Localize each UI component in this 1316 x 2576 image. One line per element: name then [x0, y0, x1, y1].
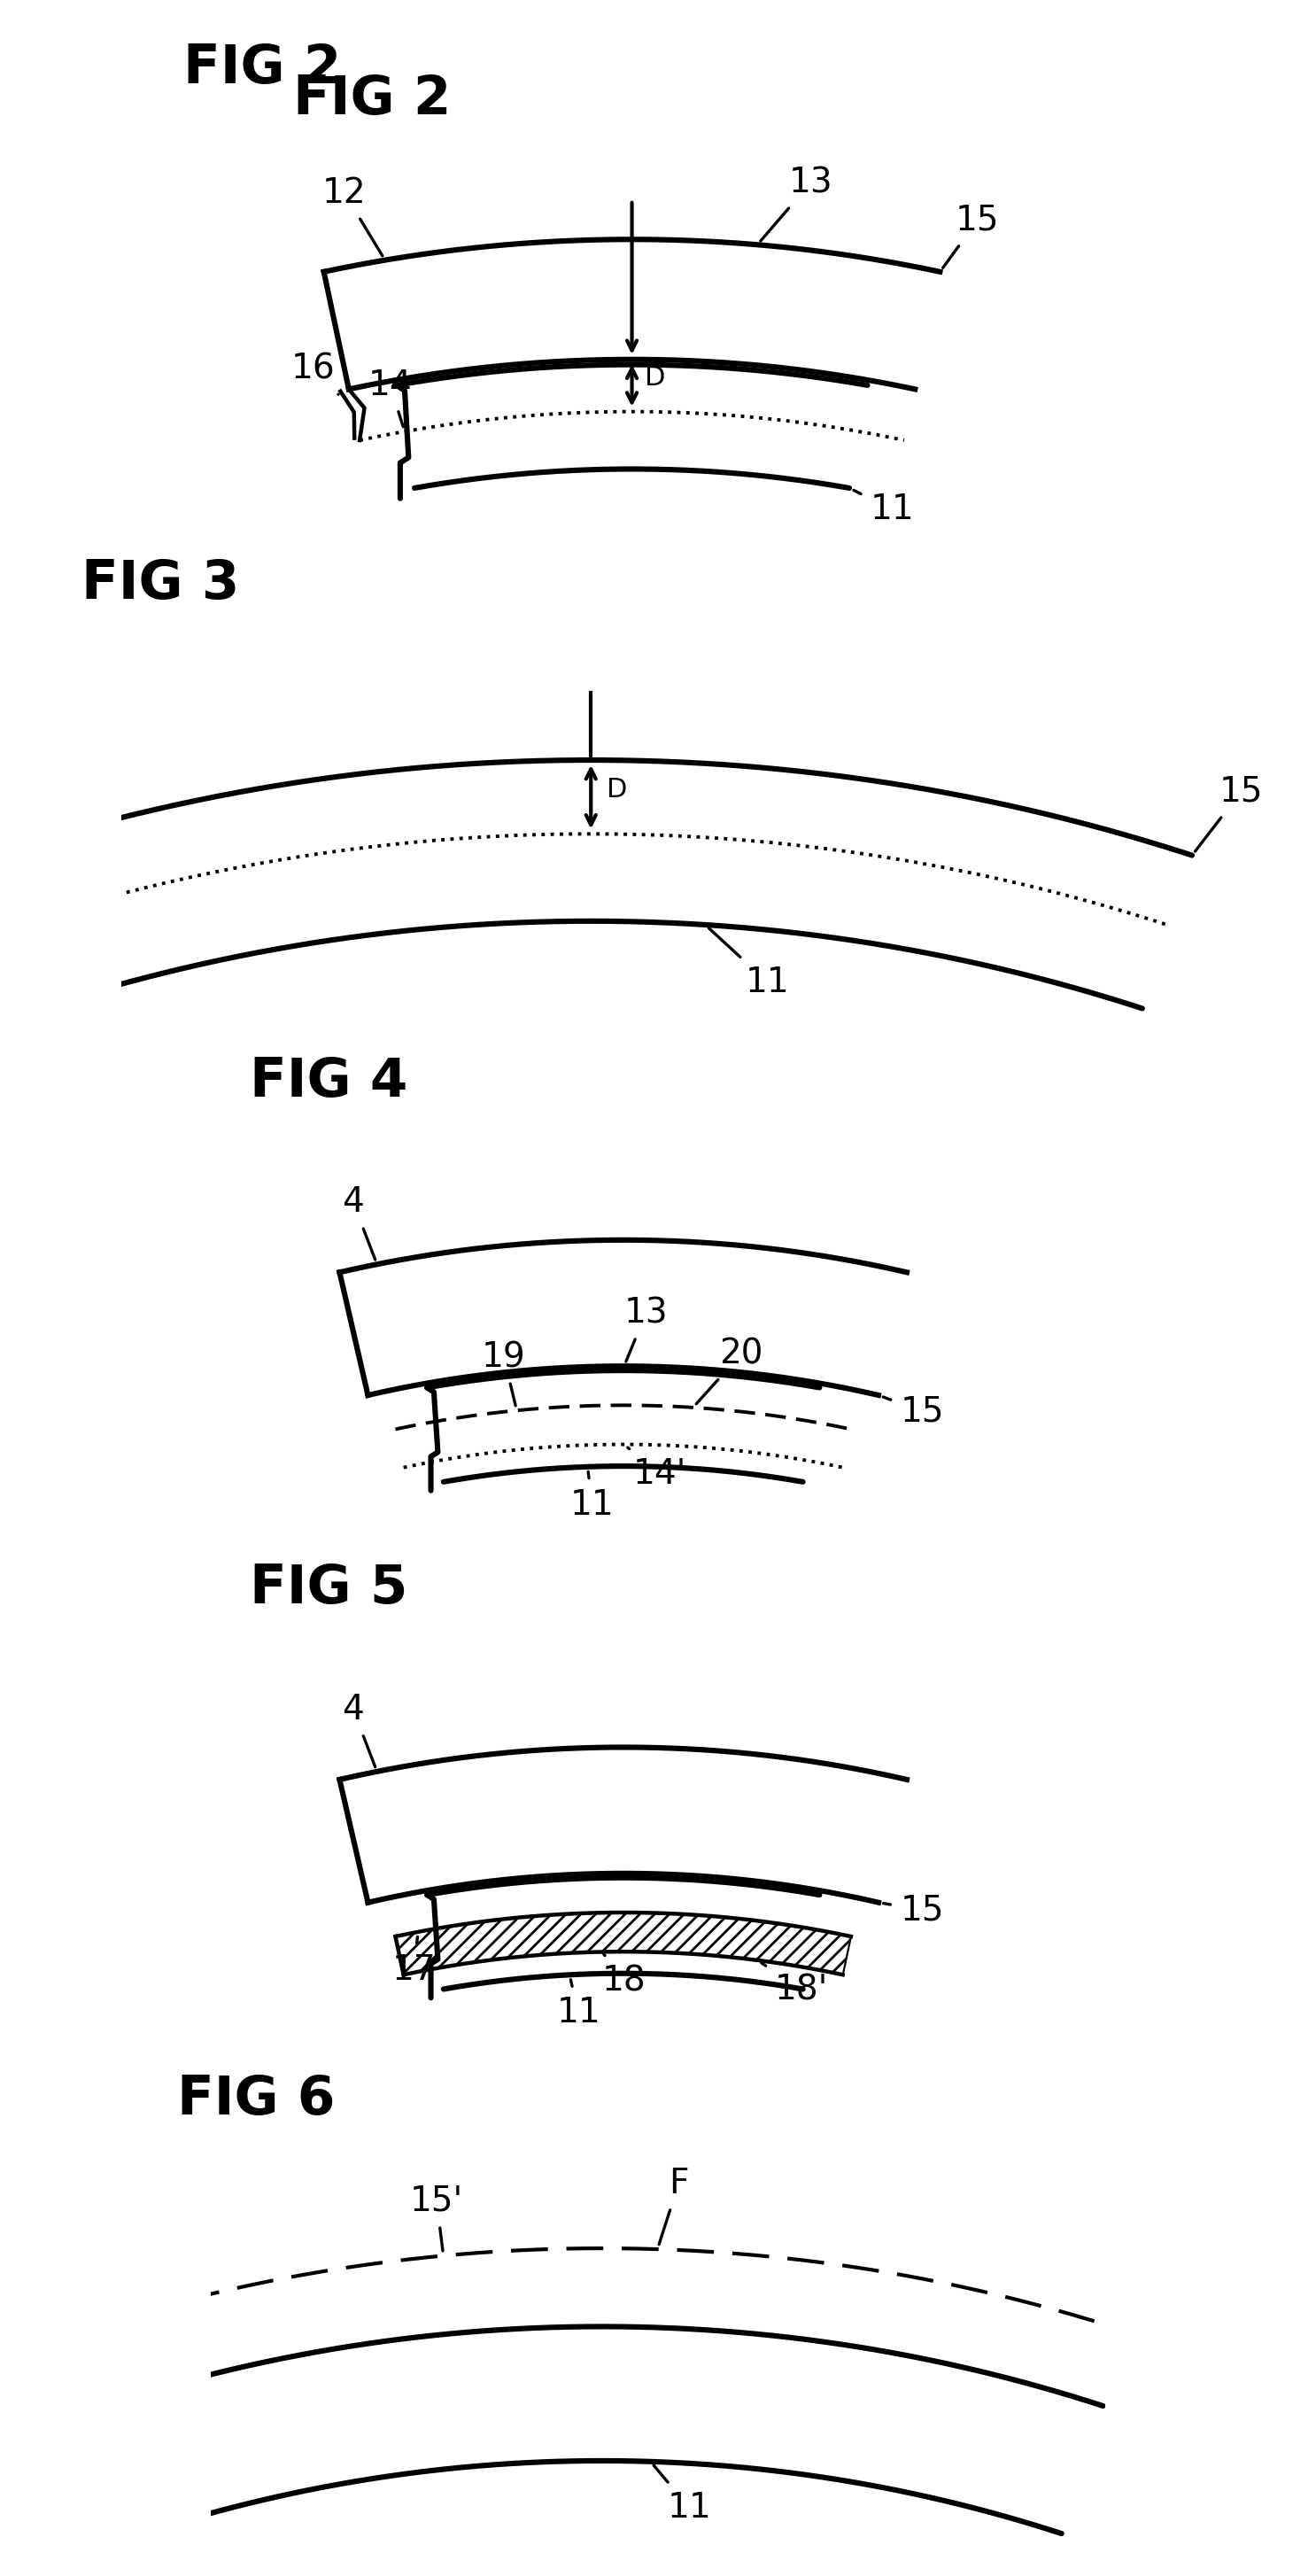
Text: 19: 19	[482, 1340, 526, 1406]
Text: FIG 4: FIG 4	[249, 1056, 407, 1108]
Text: 20: 20	[696, 1337, 763, 1404]
Text: FIG 5: FIG 5	[249, 1564, 407, 1615]
Text: D: D	[645, 366, 665, 392]
Text: 17: 17	[392, 1937, 436, 1986]
Text: 4: 4	[342, 1692, 375, 1767]
Text: 12: 12	[322, 175, 383, 255]
Text: FIG 2: FIG 2	[293, 72, 451, 126]
Text: 15: 15	[883, 1394, 944, 1427]
Text: FIG 2: FIG 2	[183, 41, 341, 95]
Text: 11: 11	[557, 1978, 600, 2030]
Text: 15: 15	[883, 1893, 944, 1927]
Text: 15': 15'	[409, 2184, 463, 2251]
Text: F: F	[659, 2166, 688, 2244]
Text: 18': 18'	[762, 1963, 828, 2007]
Polygon shape	[395, 1911, 851, 1976]
Text: 11: 11	[654, 2465, 712, 2524]
Text: D: D	[607, 775, 628, 801]
Text: 11: 11	[570, 1471, 615, 1522]
Text: 15: 15	[1195, 775, 1263, 853]
Text: 4: 4	[342, 1185, 375, 1260]
Text: FIG 3: FIG 3	[82, 559, 240, 611]
Text: 15: 15	[942, 204, 999, 268]
Text: 18: 18	[603, 1953, 646, 1999]
Text: 11: 11	[854, 489, 915, 526]
Text: 14: 14	[368, 368, 412, 428]
Text: 16: 16	[291, 353, 338, 394]
Text: 11: 11	[709, 927, 790, 999]
Text: 13: 13	[624, 1296, 669, 1363]
Text: 14': 14'	[628, 1448, 686, 1492]
Text: FIG 6: FIG 6	[178, 2074, 336, 2125]
Text: 13: 13	[761, 165, 833, 242]
